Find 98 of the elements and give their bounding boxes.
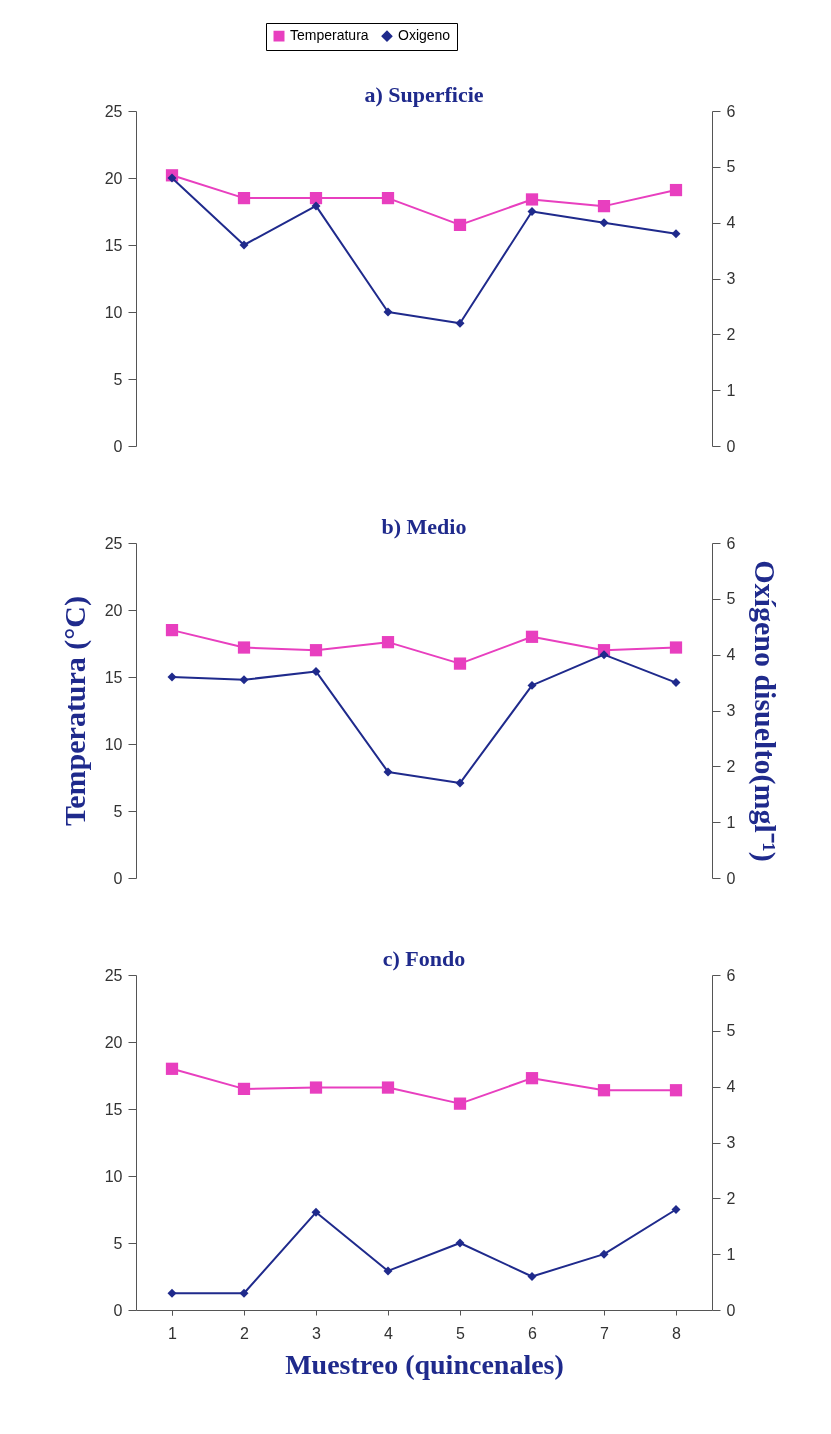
point [381,191,395,205]
point [599,1249,609,1259]
y2-tick-label: 1 [726,813,736,831]
y2-tick-label: 1 [726,381,736,399]
y-tick-label: 25 [104,102,123,120]
point [671,678,681,688]
point [527,680,537,690]
y-tick-label: 15 [104,236,123,254]
y2-tick-label: 4 [726,646,736,664]
y2-tick-label: 6 [726,534,736,552]
point [309,1081,323,1094]
point [239,240,249,250]
point [239,1288,249,1298]
chart-title: b) Medio [381,514,467,539]
point [453,657,467,670]
y2-tick-label: 1 [726,1245,736,1263]
x-tick-label: 5 [456,1324,466,1342]
y-tick-label: 20 [104,601,123,619]
y-tick-label: 0 [113,1301,123,1319]
point [383,767,393,777]
legend-label: Oxigeno [398,27,451,44]
point [311,1207,321,1217]
x-tick-label: 7 [600,1324,610,1342]
y-tick-label: 0 [113,437,123,455]
y-tick-label: 0 [113,869,123,887]
point [165,623,179,637]
point [669,1084,683,1097]
y-tick-label: 25 [104,534,123,552]
y2-tick-label: 0 [726,869,736,887]
y-tick-label: 10 [104,303,123,321]
point [525,630,539,643]
x-tick-label: 8 [672,1324,682,1342]
x-tick-label: 4 [384,1324,394,1342]
point [309,191,323,205]
point [165,1062,179,1075]
point [237,1082,251,1096]
point [599,218,609,228]
y-tick-label: 25 [104,966,123,984]
point [381,636,395,649]
point [167,672,177,682]
point [669,183,683,197]
point [237,191,251,205]
x-tick-label: 6 [528,1324,538,1342]
y-tick-label: 5 [113,1234,123,1252]
y-tick-label: 5 [113,802,123,820]
y2-tick-label: 3 [726,270,736,287]
point [309,644,323,657]
x-axis-title: Muestreo (quincenales) [285,1348,564,1380]
point [455,1238,465,1248]
point [525,1072,539,1085]
point [311,666,321,676]
point [597,200,611,213]
y-axis-title: Temperatura (°C) [57,595,92,827]
x-tick-label: 1 [168,1324,178,1342]
x-tick-label: 2 [240,1324,250,1342]
point [167,1288,177,1298]
legend-label: Temperatura [290,27,369,44]
point [239,675,249,685]
point [383,1266,393,1276]
y-tick-label: 15 [104,1100,123,1118]
point [671,229,681,239]
y2-tick-label: 6 [726,102,736,120]
point [453,1097,467,1110]
y2-tick-label: 5 [726,158,736,176]
chart-title: c) Fondo [382,946,466,971]
y-tick-label: 10 [104,735,123,753]
point [237,641,251,654]
point [383,307,393,317]
y2-tick-label: 2 [726,757,736,775]
point [455,318,465,328]
y2-tick-label: 0 [726,1301,736,1319]
y2-tick-label: 3 [726,702,736,719]
y2-tick-label: 4 [726,1078,736,1096]
y2-tick-label: 5 [726,1022,736,1040]
y2-tick-label: 2 [726,1189,736,1207]
point [381,1081,395,1094]
y2-axis-title: Oxígeno disuelto(mgl⁻¹) [748,560,783,862]
point [167,173,177,183]
y2-tick-label: 2 [726,325,736,343]
point [669,641,683,654]
point [455,778,465,788]
y2-tick-label: 3 [726,1134,736,1151]
y2-tick-label: 0 [726,437,736,455]
y-tick-label: 10 [104,1167,123,1185]
y-tick-label: 20 [104,1033,123,1051]
point [311,201,321,211]
y2-tick-label: 4 [726,214,736,232]
y2-tick-label: 6 [726,966,736,984]
point [525,193,539,206]
point [453,218,467,232]
point [599,650,609,660]
y-tick-label: 15 [104,668,123,686]
chart-title: a) Superficie [364,81,484,107]
x-tick-label: 3 [312,1324,322,1342]
point [597,1084,611,1097]
y2-tick-label: 5 [726,590,736,608]
y-tick-label: 20 [104,169,123,187]
y-tick-label: 5 [113,370,123,388]
